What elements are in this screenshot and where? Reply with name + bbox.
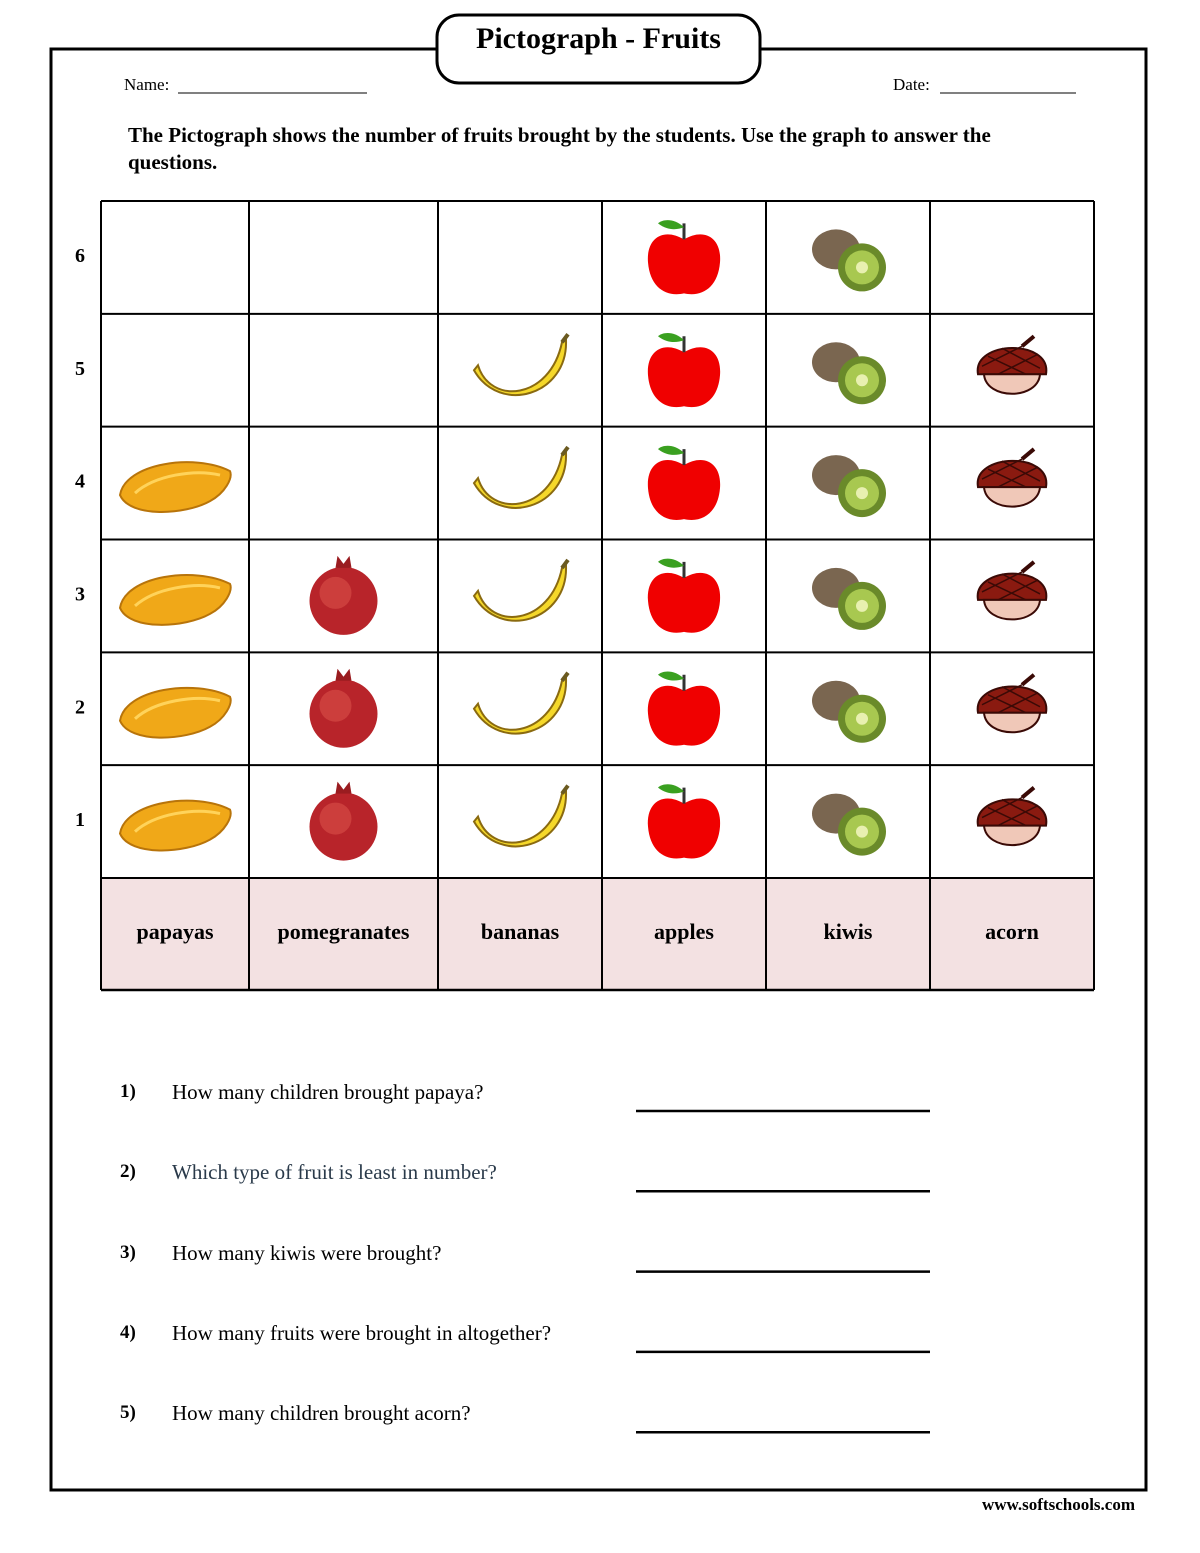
category-label: pomegranates — [278, 919, 410, 944]
question-text: How many children brought papaya? — [172, 1080, 484, 1104]
fruit-icon — [812, 229, 886, 292]
y-tick-label: 1 — [75, 809, 85, 831]
fruit-icon — [812, 567, 886, 630]
fruit-icon — [118, 686, 233, 740]
fruit-icon — [646, 331, 722, 409]
fruit-icon — [646, 557, 722, 635]
category-row — [101, 878, 1094, 990]
fruit-icon — [812, 680, 886, 743]
title-box — [435, 13, 762, 85]
question-text: How many kiwis were brought? — [172, 1240, 442, 1265]
question-text: How many fruits were brought in altogeth… — [172, 1320, 552, 1345]
fruit-icon — [975, 559, 1049, 622]
category-label: acorn — [985, 919, 1039, 944]
y-tick-label: 6 — [75, 245, 85, 267]
question-number: 3) — [120, 1241, 136, 1263]
category-label: papayas — [136, 919, 213, 944]
fruit-icon — [646, 782, 722, 860]
category-label: apples — [654, 919, 714, 944]
fruit-icon — [975, 334, 1049, 396]
fruit-icon — [975, 785, 1049, 848]
fruit-icon — [118, 799, 233, 852]
fruit-icon — [309, 555, 378, 635]
question-number: 5) — [120, 1402, 136, 1424]
fruit-icon — [472, 445, 570, 510]
y-tick-label: 3 — [75, 584, 85, 606]
page-border — [49, 47, 1148, 1492]
question-number: 1) — [120, 1081, 136, 1102]
question-text: Which type of fruit is least in number? — [172, 1160, 497, 1185]
fruit-icon — [975, 447, 1049, 509]
question-number: 2) — [120, 1161, 136, 1183]
footer: www.softschools.com — [982, 1495, 1135, 1514]
date-label: Date: — [893, 75, 930, 94]
fruit-icon — [472, 557, 570, 623]
fruit-icon — [646, 218, 722, 296]
fruit-icon — [309, 668, 378, 748]
y-tick-label: 4 — [75, 471, 85, 493]
fruit-icon — [118, 573, 233, 627]
fruit-icon — [975, 672, 1049, 735]
fruit-icon — [472, 332, 570, 398]
fruit-icon — [472, 783, 570, 849]
question-text: How many children brought acorn? — [172, 1401, 471, 1426]
fruit-icon — [472, 670, 570, 736]
fruit-icon — [309, 781, 378, 861]
category-label: kiwis — [824, 919, 873, 944]
fruit-icon — [646, 669, 722, 748]
fruit-icon — [812, 342, 886, 405]
question-number: 4) — [120, 1321, 136, 1343]
instructions: The Pictograph shows the number of fruit… — [128, 123, 991, 174]
y-tick-label: 5 — [75, 358, 85, 380]
category-label: bananas — [481, 919, 560, 944]
title: Pictograph - Fruits — [476, 22, 721, 55]
name-label: Name: — [124, 75, 170, 94]
fruit-icon — [812, 793, 886, 856]
fruit-icon — [812, 455, 886, 518]
fruit-icon — [118, 460, 233, 514]
y-tick-label: 2 — [75, 696, 85, 718]
fruit-icon — [646, 444, 722, 522]
